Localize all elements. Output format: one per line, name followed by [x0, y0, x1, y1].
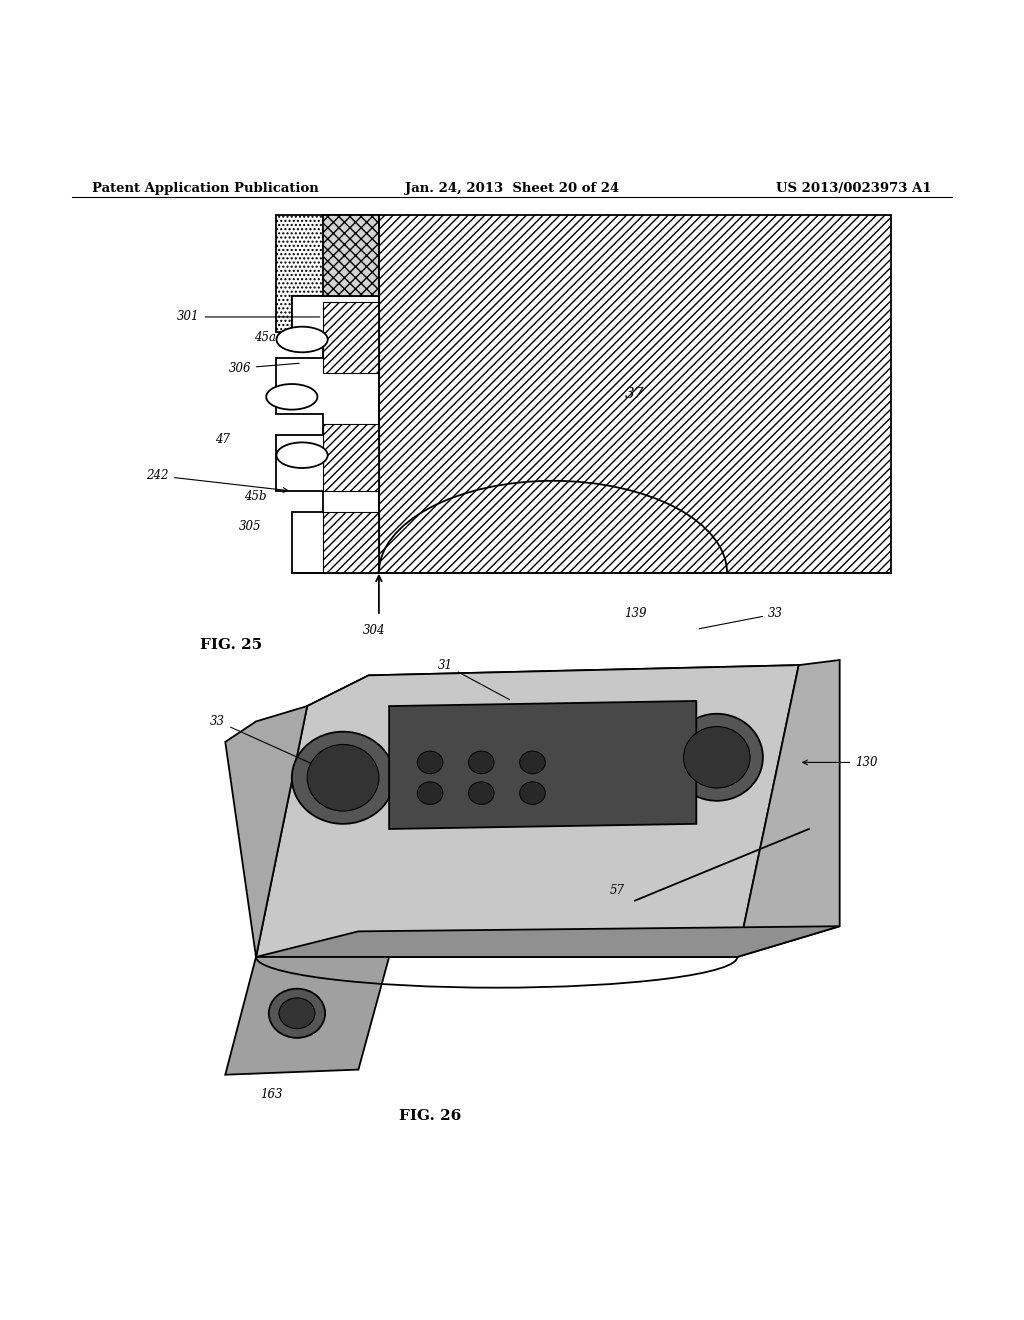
Polygon shape — [307, 665, 799, 706]
Ellipse shape — [418, 751, 442, 774]
Text: 306: 306 — [228, 362, 299, 375]
Ellipse shape — [279, 998, 315, 1028]
Text: 130: 130 — [803, 756, 878, 768]
Text: 139: 139 — [625, 607, 647, 620]
Polygon shape — [323, 425, 379, 491]
Text: 57: 57 — [609, 884, 625, 896]
Ellipse shape — [292, 731, 394, 824]
Polygon shape — [256, 927, 840, 957]
Polygon shape — [379, 215, 891, 573]
Polygon shape — [389, 701, 696, 829]
Text: 305: 305 — [239, 520, 261, 533]
Ellipse shape — [520, 751, 545, 774]
Polygon shape — [276, 215, 379, 333]
Polygon shape — [323, 215, 379, 297]
Ellipse shape — [520, 781, 545, 804]
Polygon shape — [276, 297, 379, 573]
Ellipse shape — [276, 326, 328, 352]
Text: 31: 31 — [438, 659, 510, 700]
Polygon shape — [737, 660, 840, 957]
Text: 301: 301 — [177, 310, 319, 323]
Polygon shape — [323, 512, 379, 573]
Ellipse shape — [276, 442, 328, 469]
Text: 45a: 45a — [255, 331, 276, 345]
Text: 37: 37 — [625, 387, 645, 401]
Ellipse shape — [268, 989, 326, 1038]
Text: FIG. 25: FIG. 25 — [200, 638, 262, 652]
Ellipse shape — [684, 726, 750, 788]
Text: 163: 163 — [260, 1088, 283, 1101]
Text: Patent Application Publication: Patent Application Publication — [92, 182, 318, 195]
Text: US 2013/0023973 A1: US 2013/0023973 A1 — [776, 182, 932, 195]
Text: 242: 242 — [146, 469, 288, 492]
Text: FIG. 26: FIG. 26 — [399, 1109, 461, 1123]
Polygon shape — [323, 301, 379, 374]
Ellipse shape — [671, 714, 763, 801]
Ellipse shape — [307, 744, 379, 810]
Text: Jan. 24, 2013  Sheet 20 of 24: Jan. 24, 2013 Sheet 20 of 24 — [404, 182, 620, 195]
Polygon shape — [256, 665, 799, 957]
Polygon shape — [225, 706, 307, 957]
Polygon shape — [225, 957, 389, 1074]
Ellipse shape — [468, 781, 494, 804]
Ellipse shape — [266, 384, 317, 409]
Text: 33: 33 — [210, 715, 341, 776]
Ellipse shape — [468, 751, 494, 774]
Text: 45b: 45b — [244, 490, 266, 503]
Text: 304: 304 — [362, 624, 385, 638]
Ellipse shape — [418, 781, 442, 804]
Text: 47: 47 — [215, 433, 230, 446]
Text: 33: 33 — [699, 607, 783, 628]
